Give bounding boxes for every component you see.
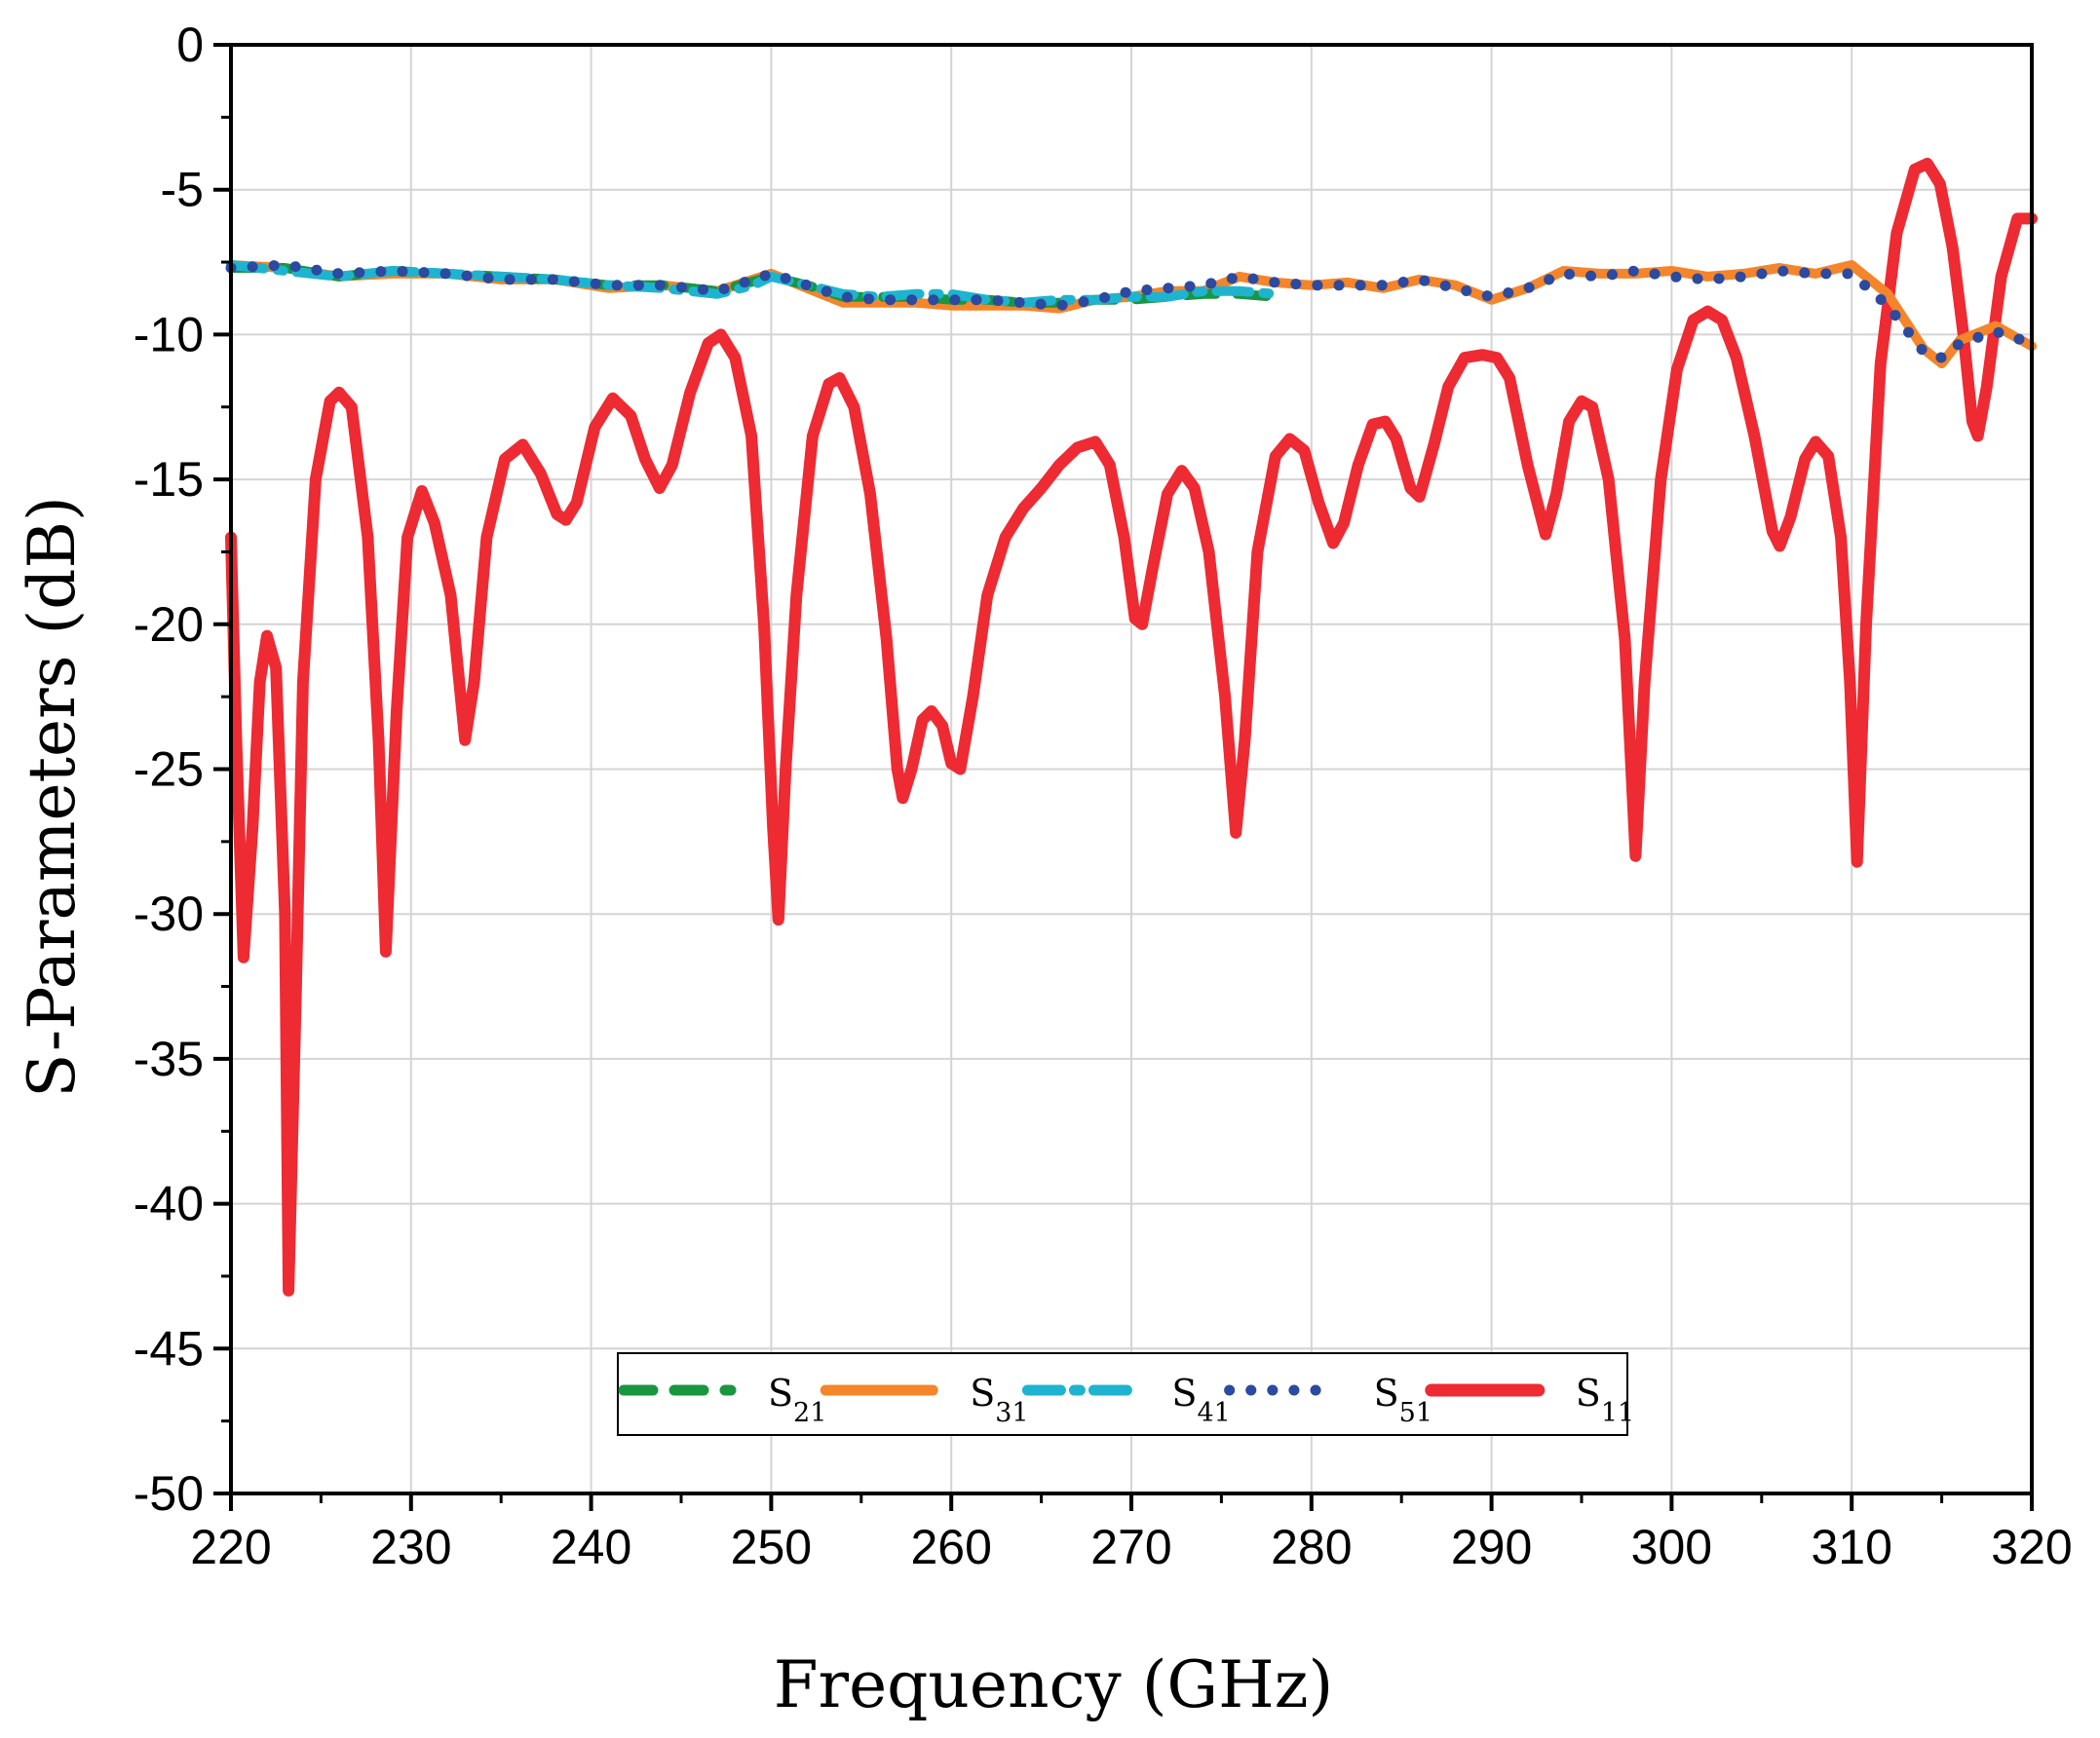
y-tick-label-8: -40 [134,1177,204,1231]
x-tick-label-10: 320 [1991,1520,2072,1574]
x-tick-label-4: 260 [910,1520,991,1574]
x-tick-label-6: 280 [1271,1520,1352,1574]
y-tick-label-5: -25 [134,742,204,797]
y-tick-label-10: -50 [134,1466,204,1521]
x-axis-title: Frequency (GHz) [774,1647,1334,1722]
legend: S21 S31 S41 S51 S11 [617,1352,1634,1436]
x-tick-label-5: 270 [1090,1520,1171,1574]
y-tick-label-2: -10 [134,307,204,361]
legend-label-subscript: 31 [995,1398,1028,1428]
x-tick-label-7: 290 [1451,1520,1532,1574]
y-tick-label-3: -15 [134,452,204,507]
y-tick-label-6: -30 [134,887,204,941]
axes: 220 230 240 250 260 270 280 290 300 310 320 0 -5 -10 -… [134,18,2073,1574]
x-tick-label-9: 310 [1811,1520,1891,1574]
x-tick-label-3: 250 [731,1520,812,1574]
series-line-s41 [226,260,1280,308]
grid-lines [231,45,2032,1493]
series-line-s11 [225,157,2038,1297]
y-tick-label-9: -45 [134,1321,204,1376]
y-tick-label-4: -20 [134,597,204,652]
y-tick-label-7: -35 [134,1032,204,1086]
y-tick-label-0: 0 [176,18,204,72]
x-tick-label-1: 230 [370,1520,451,1574]
legend-label-subscript: 41 [1197,1398,1230,1428]
x-tick-label-0: 220 [190,1520,271,1574]
series-layer [225,157,2038,1297]
y-tick-label-1: -5 [161,163,204,217]
legend-label-subscript: 11 [1601,1398,1634,1428]
legend-label-subscript: 51 [1399,1398,1432,1428]
x-tick-label-2: 240 [551,1520,631,1574]
legend-label-subscript: 21 [793,1398,826,1428]
y-axis-title: S-Parameters (dB) [15,496,90,1098]
x-tick-label-8: 300 [1631,1520,1712,1574]
